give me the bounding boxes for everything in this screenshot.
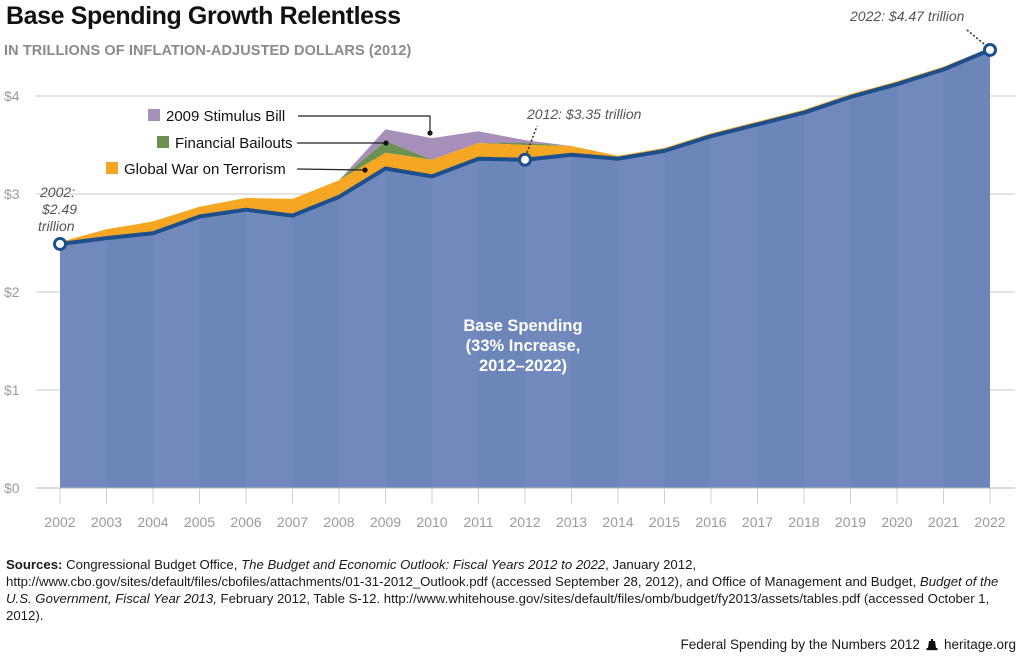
base-spending-label: 2012–2022) bbox=[479, 357, 567, 375]
y-tick-label: $0 bbox=[4, 480, 20, 496]
chart-subtitle: IN TRILLIONS OF INFLATION-ADJUSTED DOLLA… bbox=[4, 43, 412, 59]
area-base-spending bbox=[60, 49, 990, 489]
legend-leader-dot-financial-bailouts bbox=[383, 140, 389, 146]
y-tick-label: $4 bbox=[4, 88, 20, 104]
x-tick-label: 2011 bbox=[463, 514, 493, 530]
area-chart: $0 $1 $2 $3 $4 2002 2003 2004 2005 2006 2007 2008 20… bbox=[4, 8, 1015, 530]
liberty-bell-icon bbox=[926, 638, 938, 650]
marker-2022 bbox=[983, 42, 997, 57]
year-band bbox=[199, 209, 246, 488]
legend-label-2009-stimulus-bill: 2009 Stimulus Bill bbox=[166, 108, 285, 125]
publication-name: Federal Spending by the Numbers 2012 bbox=[680, 637, 920, 652]
annotation-2002: 2002: bbox=[39, 184, 75, 200]
x-tick-label: 2004 bbox=[137, 514, 168, 530]
legend-leader-dot-2009-stimulus-bill bbox=[427, 130, 433, 136]
sources-note: Sources: Congressional Budget Office, Th… bbox=[6, 556, 1016, 624]
x-tick-label: 2003 bbox=[91, 514, 122, 530]
y-tick-label: $3 bbox=[4, 186, 20, 202]
year-band bbox=[571, 154, 618, 489]
year-band bbox=[850, 84, 897, 489]
x-tick-label: 2016 bbox=[695, 514, 726, 530]
legend-swatch-global-war-on-terrorism bbox=[106, 162, 118, 174]
y-tick-label: $2 bbox=[4, 284, 20, 300]
annotation-leader-2022 bbox=[966, 29, 985, 45]
annotation-leader-2012 bbox=[526, 125, 538, 153]
year-band bbox=[292, 196, 339, 488]
year-band bbox=[478, 158, 525, 488]
x-tick-label: 2012 bbox=[509, 514, 540, 530]
sources-text-3: February 2012, Table S-12. http://www.wh… bbox=[6, 591, 990, 623]
sources-label: Sources: bbox=[6, 557, 63, 572]
x-tick-label: 2007 bbox=[277, 514, 308, 530]
y-tick-label: $1 bbox=[4, 382, 20, 398]
base-spending-label: Base Spending bbox=[463, 317, 582, 335]
legend-label-financial-bailouts: Financial Bailouts bbox=[175, 135, 293, 152]
sources-title-1: The Budget and Economic Outlook: Fiscal … bbox=[241, 557, 606, 572]
x-tick-label: 2019 bbox=[835, 514, 866, 530]
year-band bbox=[385, 168, 432, 488]
footer-credit: Federal Spending by the Numbers 2012 her… bbox=[681, 637, 1016, 652]
marker-2002 bbox=[53, 236, 67, 251]
x-tick-label: 2006 bbox=[230, 514, 261, 530]
x-tick-label: 2020 bbox=[881, 514, 912, 530]
year-band bbox=[943, 49, 990, 488]
marker-2012 bbox=[518, 152, 532, 167]
legend-leader-global-war-on-terrorism bbox=[296, 168, 366, 171]
x-tick-label: 2018 bbox=[788, 514, 819, 530]
site-name: heritage.org bbox=[943, 637, 1016, 652]
x-tick-label: 2013 bbox=[556, 514, 587, 530]
x-tick-label: 2009 bbox=[370, 514, 401, 530]
x-tick-label: 2010 bbox=[416, 514, 447, 530]
legend-label-global-war-on-terrorism: Global War on Terrorism bbox=[124, 161, 286, 178]
x-tick-label: 2005 bbox=[184, 514, 215, 530]
sources-text-1: Congressional Budget Office, bbox=[62, 557, 242, 572]
sources-title-2: Budget of the U.S. Government, Fiscal Ye… bbox=[6, 574, 999, 606]
area-global-war-on-terrorism bbox=[60, 48, 990, 244]
annotation-2002: $2.49 bbox=[41, 201, 77, 217]
x-tick-label: 2008 bbox=[323, 514, 354, 530]
year-band bbox=[757, 112, 804, 488]
annotation-2002: trillion bbox=[38, 218, 75, 234]
legend-swatch-financial-bailouts bbox=[157, 136, 169, 148]
x-tick-label: 2022 bbox=[974, 514, 1005, 530]
x-tick-label: 2021 bbox=[928, 514, 959, 530]
legend-swatch-2009-stimulus-bill bbox=[148, 109, 160, 121]
annotation-2012: 2012: $3.35 trillion bbox=[526, 106, 642, 122]
year-band bbox=[106, 233, 153, 488]
legend-leader-dot-global-war-on-terrorism bbox=[362, 167, 368, 173]
chart-title: Base Spending Growth Relentless bbox=[6, 2, 401, 30]
x-tick-label: 2017 bbox=[742, 514, 773, 530]
sources-text-2: , January 2012, http://www.cbo.gov/sites… bbox=[6, 557, 920, 589]
x-tick-label: 2014 bbox=[602, 514, 633, 530]
annotation-2022: 2022: $4.47 trillion bbox=[849, 8, 965, 24]
base-spending-label: (33% Increase, bbox=[466, 337, 581, 355]
year-band bbox=[664, 136, 711, 488]
legend-leader-2009-stimulus-bill bbox=[298, 115, 431, 133]
x-tick-label: 2002 bbox=[44, 514, 75, 530]
x-tick-label: 2015 bbox=[649, 514, 680, 530]
